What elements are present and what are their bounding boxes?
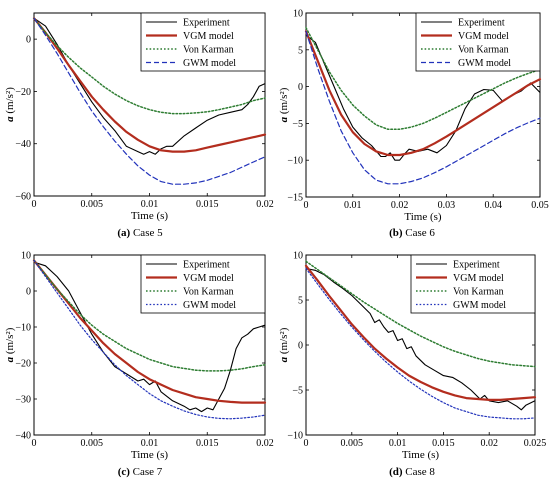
x-tick-label: 0.02 bbox=[256, 438, 274, 449]
x-tick-label: 0.04 bbox=[484, 200, 502, 211]
series-line-vgm-model bbox=[32, 17, 267, 153]
y-tick-label: −30 bbox=[15, 395, 31, 406]
x-tick-label: 0.01 bbox=[141, 438, 159, 449]
x-tick-label: 0.02 bbox=[480, 438, 498, 449]
series-line-von-karman bbox=[33, 259, 266, 372]
legend-entry-label: GWM model bbox=[453, 300, 506, 311]
series-line-von-karman bbox=[305, 26, 541, 131]
y-tick-label: 0 bbox=[26, 35, 31, 46]
x-tick-label: 0.005 bbox=[341, 438, 364, 449]
series-line-vgm-model bbox=[304, 264, 537, 401]
y-tick-label: 5 bbox=[298, 45, 303, 56]
x-tick-label: 0.03 bbox=[438, 200, 456, 211]
y-tick-label: 0 bbox=[298, 341, 303, 352]
y-tick-label: −10 bbox=[287, 156, 303, 167]
series-line-gwm-model bbox=[33, 17, 266, 185]
legend-entry-label: VGM model bbox=[458, 31, 509, 42]
y-tick-label: 0 bbox=[26, 287, 31, 298]
y-tick-label: −20 bbox=[15, 87, 31, 98]
series-line-gwm-model bbox=[305, 30, 541, 185]
x-tick-label: 0.02 bbox=[391, 200, 409, 211]
x-axis-label: Time (s) bbox=[404, 211, 442, 223]
legend-entry-label: Experiment bbox=[458, 18, 505, 29]
x-axis-label: Time (s) bbox=[402, 449, 440, 461]
legend-box bbox=[415, 12, 541, 72]
legend-entry-label: Von Karman bbox=[183, 45, 234, 56]
y-axis-label: a (m/s²) bbox=[4, 87, 16, 122]
y-tick-label: 0 bbox=[298, 82, 303, 93]
x-tick-label: 0 bbox=[304, 200, 309, 211]
y-tick-label: −5 bbox=[292, 119, 303, 130]
legend-entry-label: Experiment bbox=[183, 260, 230, 271]
legend-box bbox=[140, 12, 266, 72]
x-tick-label: 0 bbox=[304, 438, 309, 449]
x-tick-label: 0.01 bbox=[344, 200, 362, 211]
series-line-von-karman bbox=[33, 17, 266, 115]
x-tick-label: 0.015 bbox=[196, 438, 219, 449]
x-tick-label: 0.01 bbox=[141, 199, 159, 210]
series-line-gwm-model bbox=[305, 267, 536, 420]
legend-box bbox=[410, 254, 536, 314]
x-tick-label: 0.015 bbox=[196, 199, 219, 210]
y-tick-label: −40 bbox=[15, 431, 31, 442]
x-tick-label: 0.02 bbox=[256, 199, 274, 210]
y-tick-label: −20 bbox=[15, 359, 31, 370]
legend-entry-label: Experiment bbox=[183, 18, 230, 29]
series-line-experiment bbox=[305, 267, 536, 411]
y-axis-label: a (m/s²) bbox=[278, 87, 290, 122]
x-tick-label: 0 bbox=[32, 438, 37, 449]
panel-caption: (d) Case 8 bbox=[389, 466, 435, 478]
y-axis-label: a (m/s²) bbox=[278, 327, 290, 362]
y-tick-label: −40 bbox=[15, 139, 31, 150]
legend-entry-label: GWM model bbox=[183, 58, 236, 69]
series-line-vgm-model bbox=[304, 30, 542, 157]
x-tick-label: 0.05 bbox=[531, 200, 549, 211]
legend-entry-label: VGM model bbox=[453, 273, 504, 284]
y-tick-label: 5 bbox=[298, 296, 303, 307]
series-line-experiment bbox=[305, 34, 541, 161]
y-tick-label: 10 bbox=[293, 251, 303, 262]
legend-entry-label: Von Karman bbox=[183, 287, 234, 298]
panel-caption: (b) Case 6 bbox=[389, 227, 435, 239]
x-tick-label: 0.005 bbox=[81, 199, 104, 210]
panel-c-case-7: 0 0.005 0.01 0.015 0.02 −40 −30 −20 −10 0 10 Time (… bbox=[4, 251, 274, 479]
legend-box bbox=[140, 254, 266, 314]
legend-entry-label: Von Karman bbox=[453, 287, 504, 298]
x-tick-label: 0 bbox=[32, 199, 37, 210]
series-line-vgm-model bbox=[32, 259, 267, 404]
series-line-gwm-model bbox=[33, 259, 266, 420]
legend-entry-label: Experiment bbox=[453, 260, 500, 271]
legend-entry-label: VGM model bbox=[183, 31, 234, 42]
panel-caption: (a) Case 5 bbox=[117, 227, 163, 239]
x-tick-label: 0.01 bbox=[389, 438, 407, 449]
legend-entry-label: GWM model bbox=[183, 300, 236, 311]
y-tick-label: 10 bbox=[293, 9, 303, 20]
panel-d-case-8: 0 0.005 0.01 0.015 0.02 0.025 −10 −5 0 5 10 Time (s… bbox=[278, 251, 546, 479]
y-tick-label: −60 bbox=[15, 192, 31, 203]
y-tick-label: −10 bbox=[15, 323, 31, 334]
x-axis-label: Time (s) bbox=[131, 210, 169, 222]
legend-entry-label: Von Karman bbox=[458, 45, 509, 56]
legend-entry-label: VGM model bbox=[183, 273, 234, 284]
panel-a-case-5: 0 0.005 0.01 0.015 0.02 −60 −40 −20 0 Time (s) a (… bbox=[4, 12, 274, 239]
y-tick-label: 10 bbox=[21, 251, 31, 262]
x-tick-label: 0.025 bbox=[524, 438, 547, 449]
x-tick-label: 0.005 bbox=[81, 438, 104, 449]
y-tick-label: −15 bbox=[287, 193, 303, 204]
panel-b-case-6: 0 0.01 0.02 0.03 0.04 0.05 −15 −10 −5 0 5 10 Time (s… bbox=[278, 9, 549, 240]
panel-caption: (c) Case 7 bbox=[118, 466, 163, 478]
y-axis-label: a (m/s²) bbox=[4, 327, 16, 362]
legend-entry-label: GWM model bbox=[458, 58, 511, 69]
series-line-experiment bbox=[33, 261, 266, 413]
x-axis-label: Time (s) bbox=[131, 449, 169, 461]
x-tick-label: 0.015 bbox=[432, 438, 455, 449]
series-line-von-karman bbox=[305, 260, 536, 368]
y-tick-label: −10 bbox=[287, 431, 303, 442]
series-line-experiment bbox=[33, 17, 266, 155]
y-tick-label: −5 bbox=[292, 386, 303, 397]
